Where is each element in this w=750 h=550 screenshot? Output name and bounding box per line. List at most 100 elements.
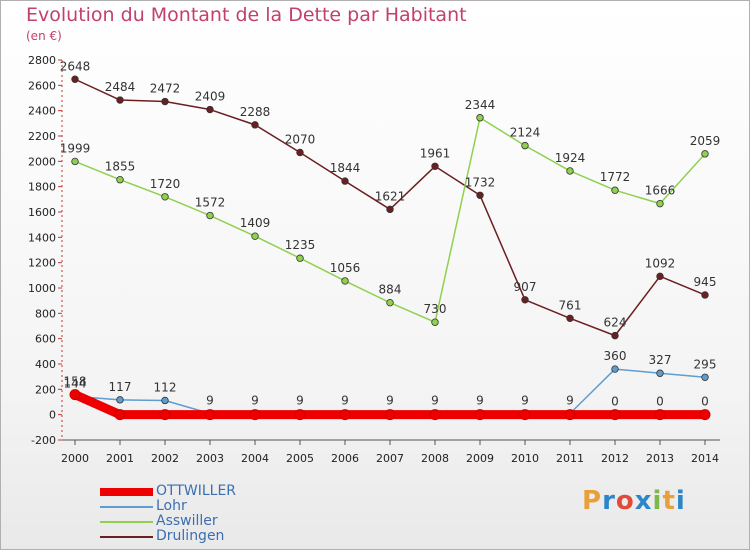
data-label: 1855 bbox=[105, 160, 136, 174]
data-label: 1961 bbox=[420, 146, 451, 160]
data-label: 1924 bbox=[555, 151, 586, 165]
data-label: 2059 bbox=[690, 134, 721, 148]
x-tick-label: 2012 bbox=[601, 452, 629, 465]
data-label: 0 bbox=[611, 395, 619, 409]
data-point bbox=[521, 296, 529, 304]
y-tick-label: 0 bbox=[49, 409, 56, 422]
logo-letter: o bbox=[615, 486, 635, 516]
data-point bbox=[566, 167, 574, 175]
y-tick-label: 1200 bbox=[28, 257, 56, 270]
data-point bbox=[656, 272, 664, 281]
data-labels-layer: 158 0 0 0 144 117 112 9 9 9 9 9 9 9 9 9 360 327 295 1999 185… bbox=[60, 59, 721, 408]
data-label: 1772 bbox=[600, 170, 631, 184]
data-point bbox=[341, 277, 349, 285]
data-point bbox=[611, 331, 619, 340]
data-point bbox=[386, 205, 394, 214]
data-label: 2484 bbox=[105, 80, 136, 94]
data-point bbox=[296, 254, 304, 262]
data-point bbox=[701, 291, 709, 299]
y-tick-label: 600 bbox=[35, 333, 56, 346]
data-label: 1732 bbox=[465, 175, 496, 189]
data-label: 907 bbox=[514, 280, 537, 294]
data-point bbox=[249, 409, 261, 421]
data-label: 117 bbox=[109, 380, 132, 394]
data-label: 1409 bbox=[240, 216, 271, 230]
data-label: 9 bbox=[296, 394, 304, 408]
data-label: 9 bbox=[431, 394, 439, 408]
data-label: 112 bbox=[154, 380, 177, 394]
x-tick-label: 2011 bbox=[556, 452, 584, 465]
x-tick-label: 2001 bbox=[106, 452, 134, 465]
y-tick-label: 2800 bbox=[28, 54, 56, 67]
data-label: 2409 bbox=[195, 90, 226, 104]
legend-swatch bbox=[100, 506, 153, 508]
y-tick-label: 2600 bbox=[28, 79, 56, 92]
y-tick-label: 2400 bbox=[28, 105, 56, 118]
x-tick-label: 2000 bbox=[61, 452, 89, 465]
data-point bbox=[341, 177, 349, 185]
data-label: 9 bbox=[521, 394, 529, 408]
y-tick-label: 1600 bbox=[28, 206, 56, 219]
logo-letter: P bbox=[582, 486, 603, 516]
legend-label: Lohr bbox=[156, 498, 187, 514]
x-tick-label: 2014 bbox=[691, 452, 719, 465]
y-tick-label: 800 bbox=[35, 307, 56, 320]
x-tick-label: 2013 bbox=[646, 452, 674, 465]
data-point bbox=[609, 409, 621, 421]
data-point bbox=[476, 191, 484, 199]
data-point bbox=[206, 211, 214, 220]
data-point bbox=[656, 369, 664, 377]
data-label: 9 bbox=[206, 394, 214, 408]
data-label: 1999 bbox=[60, 141, 91, 155]
series-layer bbox=[69, 75, 711, 421]
data-point bbox=[386, 298, 394, 307]
data-point bbox=[656, 199, 664, 208]
data-label: 730 bbox=[424, 302, 447, 316]
data-label: 1572 bbox=[195, 196, 226, 210]
data-label: 9 bbox=[386, 394, 394, 408]
proxiti-logo: Proxiti bbox=[582, 486, 686, 516]
data-label: 9 bbox=[476, 394, 484, 408]
data-point bbox=[116, 96, 124, 104]
logo-letter: t bbox=[662, 486, 676, 516]
y-tick-label: 1800 bbox=[28, 181, 56, 194]
y-tick-label: 400 bbox=[35, 358, 56, 371]
data-label: 0 bbox=[656, 395, 664, 409]
data-label: 144 bbox=[64, 376, 87, 390]
data-label: 2344 bbox=[465, 98, 496, 112]
data-label: 0 bbox=[701, 395, 709, 409]
data-point bbox=[71, 157, 79, 166]
data-label: 2472 bbox=[150, 82, 181, 96]
data-point bbox=[161, 396, 169, 405]
data-point bbox=[384, 409, 396, 421]
data-label: 158 bbox=[64, 375, 87, 389]
chart-axes: -200020040060080010001200140016001800200… bbox=[28, 54, 720, 465]
data-label: 327 bbox=[649, 353, 672, 367]
data-point bbox=[429, 409, 441, 421]
x-tick-label: 2007 bbox=[376, 452, 404, 465]
chart-title: Evolution du Montant de la Dette par Hab… bbox=[26, 4, 467, 26]
data-point bbox=[206, 105, 214, 114]
data-point bbox=[161, 193, 169, 201]
data-point bbox=[339, 409, 351, 421]
data-point bbox=[654, 409, 666, 421]
x-tick-label: 2005 bbox=[286, 452, 314, 465]
y-tick-label: -200 bbox=[31, 434, 56, 447]
data-label: 2124 bbox=[510, 126, 541, 140]
x-tick-label: 2002 bbox=[151, 452, 179, 465]
data-point bbox=[294, 409, 306, 421]
data-label: 9 bbox=[566, 394, 574, 408]
legend-swatch bbox=[100, 536, 153, 538]
data-point bbox=[161, 97, 169, 106]
x-tick-label: 2010 bbox=[511, 452, 539, 465]
data-point bbox=[431, 162, 439, 170]
data-point bbox=[251, 232, 259, 240]
data-point bbox=[116, 396, 124, 404]
data-label: 624 bbox=[604, 316, 627, 330]
x-tick-label: 2008 bbox=[421, 452, 449, 465]
legend-label: Drulingen bbox=[156, 528, 225, 544]
data-label: 9 bbox=[341, 394, 349, 408]
data-point bbox=[296, 148, 304, 157]
data-point bbox=[476, 114, 484, 122]
